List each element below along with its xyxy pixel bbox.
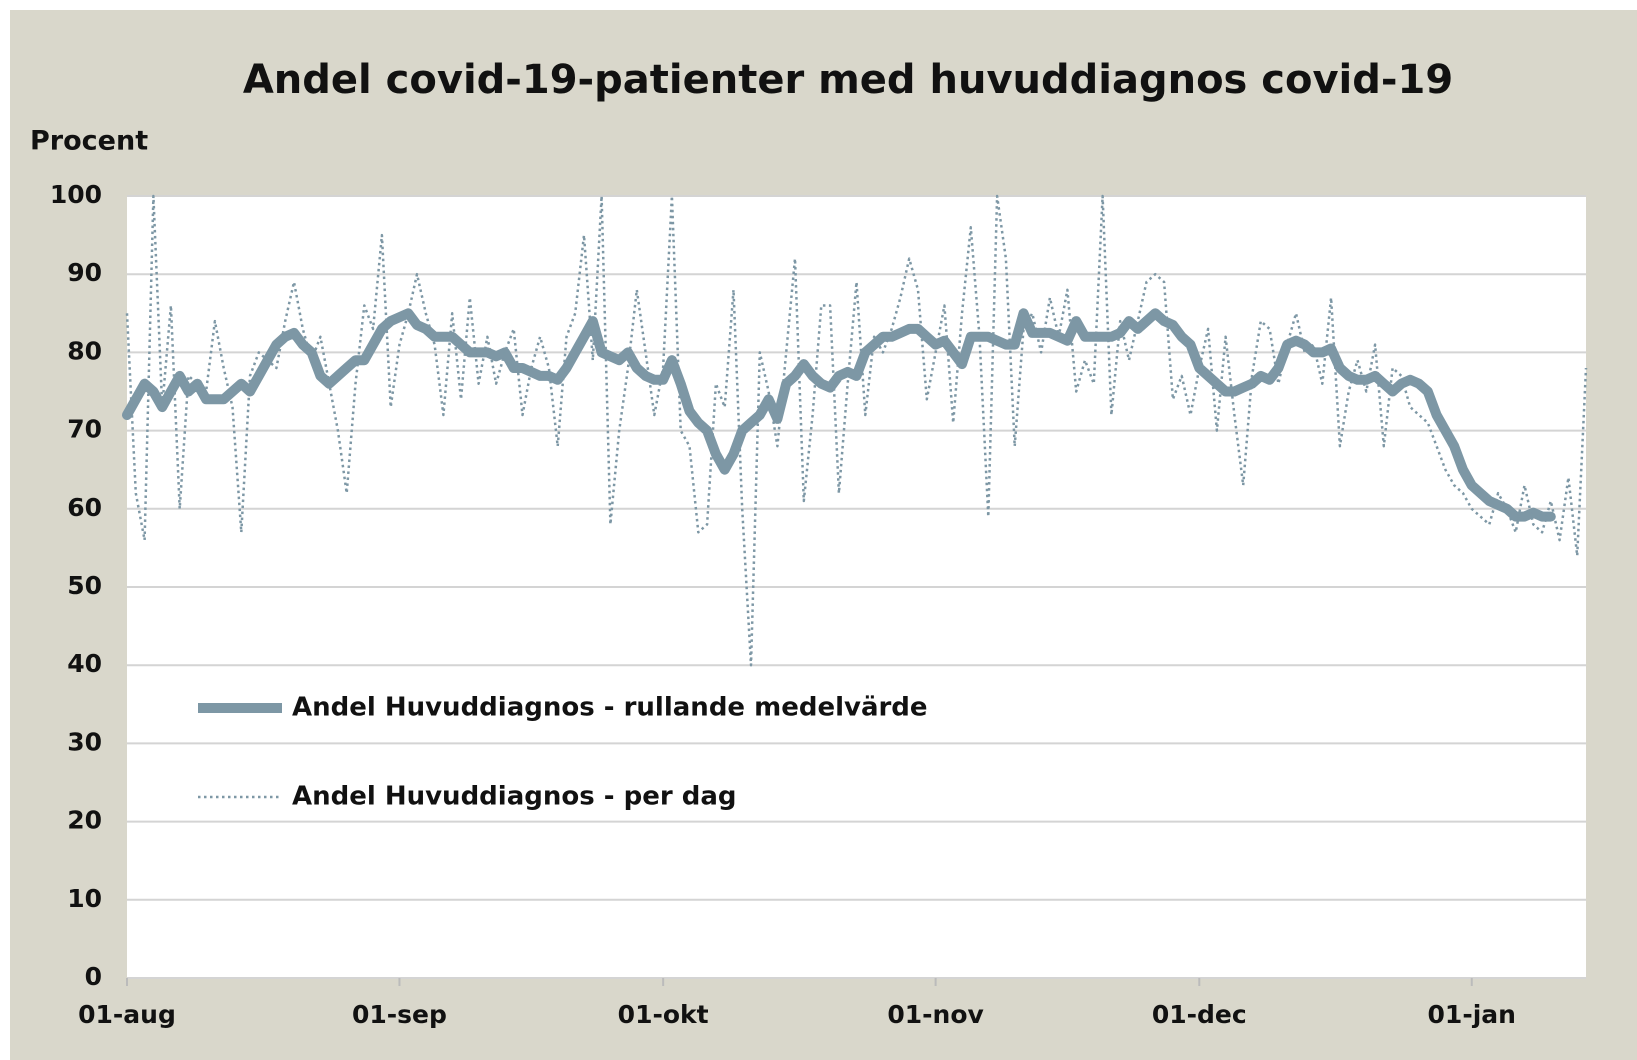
y-tick-label: 60 bbox=[67, 493, 102, 522]
y-tick-label: 80 bbox=[67, 336, 102, 365]
x-tick-label: 01-dec bbox=[1152, 1000, 1247, 1029]
y-tick-label: 70 bbox=[67, 415, 102, 444]
y-tick-label: 50 bbox=[67, 571, 102, 600]
y-axis-label: Procent bbox=[30, 126, 148, 157]
y-tick-label: 100 bbox=[50, 180, 102, 209]
y-tick-label: 40 bbox=[67, 649, 102, 678]
y-tick-label: 10 bbox=[67, 884, 102, 913]
y-tick-label: 30 bbox=[67, 727, 102, 756]
x-tick-label: 01-nov bbox=[887, 1000, 983, 1029]
chart-title: Andel covid-19-patienter med huvuddiagno… bbox=[243, 57, 1453, 103]
y-tick-label: 0 bbox=[85, 962, 102, 991]
y-tick-label: 90 bbox=[67, 258, 102, 287]
x-tick-label: 01-okt bbox=[618, 1000, 709, 1029]
rolling-line bbox=[122, 308, 1556, 522]
x-tick-label: 01-aug bbox=[78, 1000, 176, 1029]
legend-label: Andel Huvuddiagnos - rullande medelvärde bbox=[292, 693, 928, 723]
y-tick-label: 20 bbox=[67, 806, 102, 835]
legend-label: Andel Huvuddiagnos - per dag bbox=[292, 782, 737, 812]
x-tick-label: 01-jan bbox=[1428, 1000, 1516, 1029]
x-tick-label: 01-sep bbox=[352, 1000, 447, 1029]
